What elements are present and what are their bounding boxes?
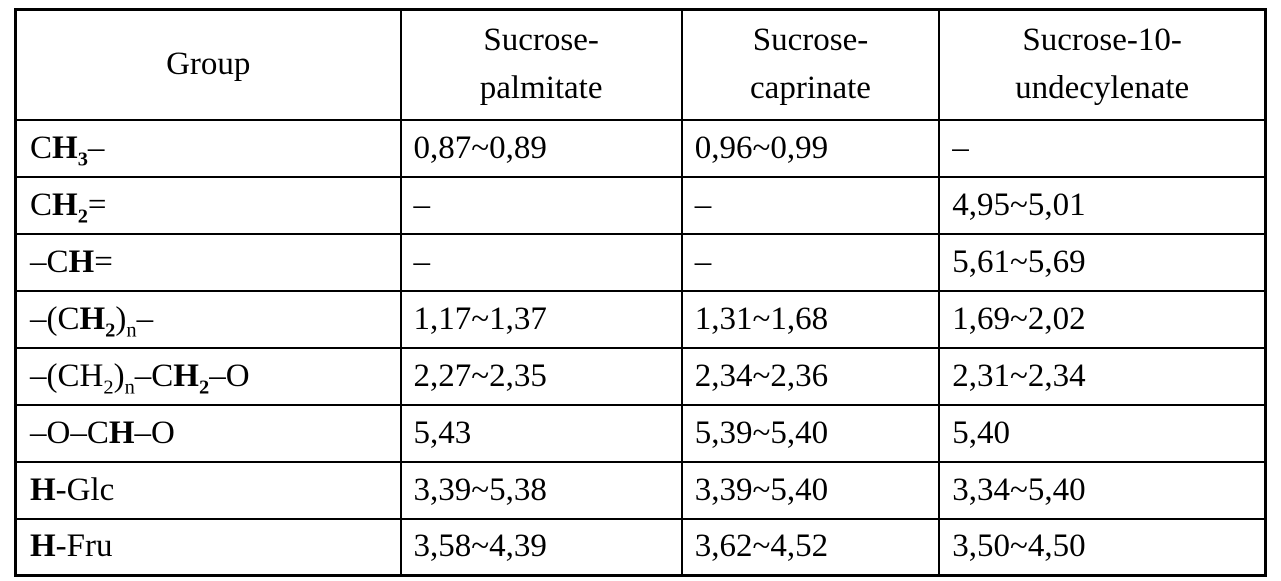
group-text-run: –(CH — [30, 357, 104, 394]
group-text-run: 2 — [103, 376, 114, 399]
table-row: CH2= – –4,95~5,01 — [14, 175, 1267, 235]
group-text-run: 3 — [77, 148, 88, 171]
group-text-run: ) — [113, 357, 125, 394]
value-cell: 5,40 — [938, 403, 1267, 463]
group-text-run: H — [30, 471, 56, 508]
column-header-line: Sucrose- — [752, 21, 869, 58]
table-row: –O–CH–O 5,43 5,39~5,40 5,40 — [14, 403, 1267, 463]
value-cell: 3,58~4,39 — [399, 517, 683, 577]
group-text-run: ) — [115, 300, 127, 337]
table-row: –(CH2)n–CH2–O 2,27~2,35 2,34~2,36 2,31~2,34 — [14, 346, 1267, 406]
column-header-line: palmitate — [479, 69, 603, 106]
group-text-run: = — [87, 186, 107, 223]
group-text-run: C — [30, 186, 53, 223]
value-cell: 2,31~2,34 — [938, 346, 1267, 406]
column-header-line: undecylenate — [1015, 69, 1190, 106]
group-text-run: -Fru — [55, 528, 113, 565]
column-header-line: Group — [166, 45, 251, 82]
value-cell: 1,31~1,68 — [680, 289, 941, 349]
value-cell: – — [680, 232, 941, 292]
group-text-run: H — [30, 528, 56, 565]
group-text-run: H — [52, 129, 78, 166]
group-text-run: – — [87, 129, 105, 166]
group-text-run: n — [124, 376, 135, 399]
group-text-run: –O — [209, 357, 250, 394]
group-cell: CH3– — [14, 118, 402, 178]
group-cell: CH2= — [14, 175, 402, 235]
group-text-run: = — [94, 243, 113, 280]
value-cell: – — [399, 175, 683, 235]
column-header-line: Sucrose-10- — [1022, 21, 1182, 58]
group-text-run: –(C — [30, 300, 80, 337]
group-cell: –(CH2)n– — [14, 289, 402, 349]
group-cell: H-Fru — [14, 517, 402, 577]
value-cell: 3,34~5,40 — [938, 460, 1267, 520]
value-cell: 2,34~2,36 — [680, 346, 941, 406]
value-cell: 5,39~5,40 — [680, 403, 941, 463]
group-text-run: 2 — [198, 376, 210, 399]
value-cell: 3,39~5,40 — [680, 460, 941, 520]
value-cell: – — [399, 232, 683, 292]
value-cell: 3,62~4,52 — [680, 517, 941, 577]
group-text-run: n — [126, 319, 137, 342]
table-row: –(CH2)n– 1,17~1,37 1,31~1,68 1,69~2,02 — [14, 289, 1267, 349]
group-cell: –CH= — [14, 232, 402, 292]
column-header-line: Sucrose- — [483, 21, 599, 58]
group-text-run: H — [108, 414, 135, 451]
group-text-run: C — [30, 129, 53, 166]
table-head: Group Sucrose-palmitate Sucrose-caprinate S… — [14, 8, 1267, 121]
column-header-group: Group — [14, 8, 402, 121]
group-text-run: –O — [134, 414, 175, 451]
nmr-chemical-shift-table: Group Sucrose-palmitate Sucrose-caprinate S… — [14, 8, 1267, 577]
group-text-run: H — [79, 300, 106, 337]
group-cell: –(CH2)n–CH2–O — [14, 346, 402, 406]
group-text-run: 2 — [105, 319, 116, 342]
value-cell: – — [938, 118, 1267, 178]
group-text-run: – — [136, 300, 154, 337]
value-cell: 5,43 — [399, 403, 683, 463]
value-cell: 3,50~4,50 — [938, 517, 1267, 577]
column-header-sucrose-10-undecylenate: Sucrose-10- undecylenate — [938, 8, 1267, 121]
group-text-run: H — [173, 357, 199, 394]
group-cell: H-Glc — [14, 460, 402, 520]
table-row: CH3– 0,87~0,89 0,96~0,99– — [14, 118, 1267, 178]
column-header-line: caprinate — [750, 69, 871, 106]
group-text-run: H — [52, 186, 78, 223]
value-cell: 0,87~0,89 — [399, 118, 683, 178]
value-cell: 1,69~2,02 — [938, 289, 1267, 349]
value-cell: 2,27~2,35 — [399, 346, 683, 406]
column-header-sucrose-caprinate: Sucrose-caprinate — [680, 8, 941, 121]
table-row: H-Fru 3,58~4,39 3,62~4,52 3,50~4,50 — [14, 517, 1267, 577]
group-text-run: –C — [134, 357, 174, 394]
table-body: CH3– 0,87~0,89 0,96~0,99– CH2= – –4,95~5,01 –C… — [14, 118, 1267, 577]
value-cell: 4,95~5,01 — [938, 175, 1267, 235]
group-text-run: -Glc — [55, 471, 115, 508]
value-cell: – — [680, 175, 941, 235]
table-row: H-Glc 3,39~5,38 3,39~5,40 3,34~5,40 — [14, 460, 1267, 520]
group-cell: –O–CH–O — [14, 403, 402, 463]
value-cell: 3,39~5,38 — [399, 460, 683, 520]
group-text-run: 2 — [77, 205, 88, 228]
group-text-run: –C — [30, 243, 69, 280]
value-cell: 5,61~5,69 — [938, 232, 1267, 292]
group-text-run: H — [68, 243, 95, 280]
value-cell: 0,96~0,99 — [680, 118, 941, 178]
value-cell: 1,17~1,37 — [399, 289, 683, 349]
column-header-sucrose-palmitate: Sucrose-palmitate — [399, 8, 683, 121]
header-row: Group Sucrose-palmitate Sucrose-caprinate S… — [14, 8, 1267, 121]
table-row: –CH= – –5,61~5,69 — [14, 232, 1267, 292]
group-text-run: –O–C — [30, 414, 109, 451]
